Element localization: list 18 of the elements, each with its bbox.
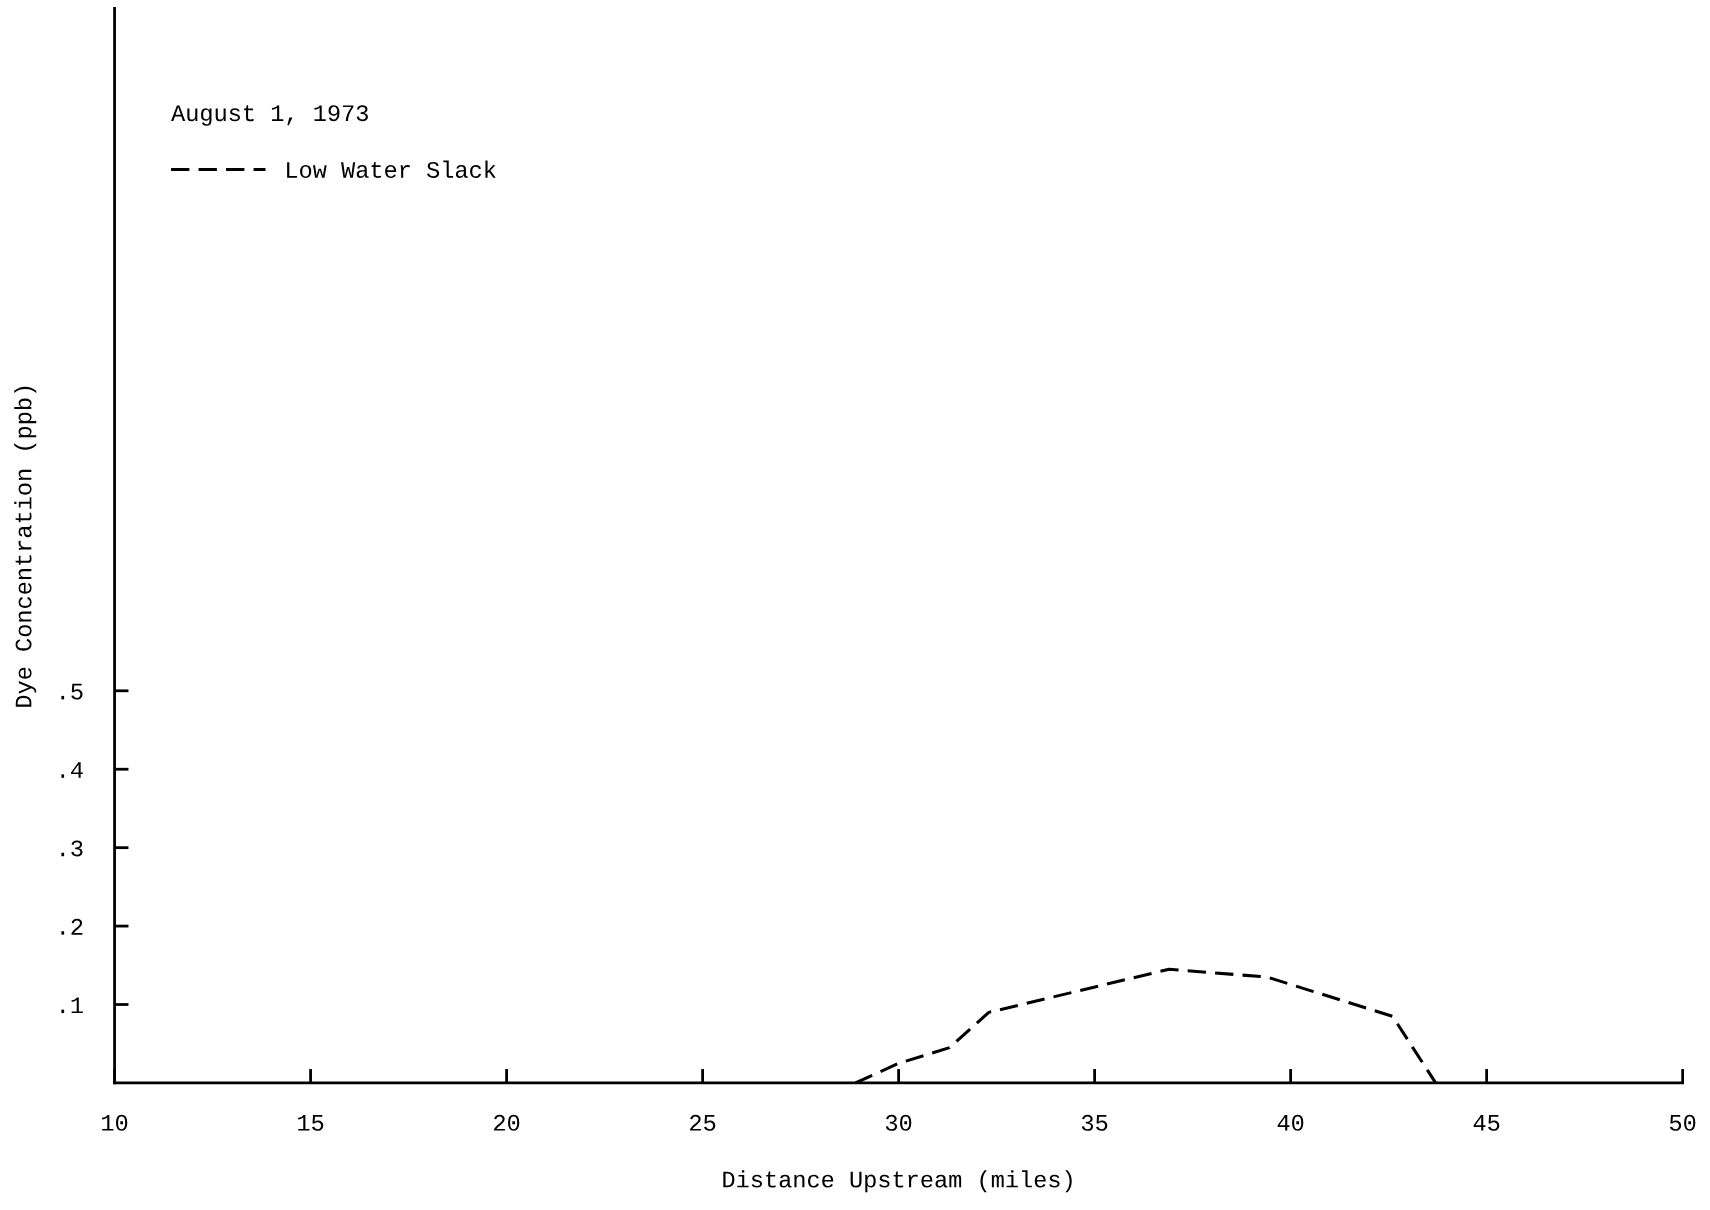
x-tick-label: 20 [494,1114,520,1131]
x-tick-label: 45 [1473,1115,1500,1131]
legend-label: Low Water Slack [287,160,496,178]
y-tick-label: .2 [61,918,83,935]
legend-title: August 1, 1973 [171,105,368,126]
y-tick-label: .4 [61,762,83,778]
y-axis-title: Dye Concentration (ppb) [14,386,37,707]
x-tick-label: 35 [1081,1114,1108,1131]
x-tick-label: 15 [298,1115,324,1131]
x-tick-label: 40 [1277,1114,1304,1131]
y-tick-label: .1 [61,997,83,1014]
y-tick-label: .3 [61,840,83,857]
x-tick-label: 50 [1669,1114,1696,1131]
y-tick-label: .5 [61,683,83,700]
x-tick-label: 25 [690,1114,716,1131]
x-tick-label: 30 [885,1114,912,1131]
x-tick-label: 10 [102,1114,128,1131]
x-axis-title: Distance Upstream (miles) [723,1170,1072,1193]
